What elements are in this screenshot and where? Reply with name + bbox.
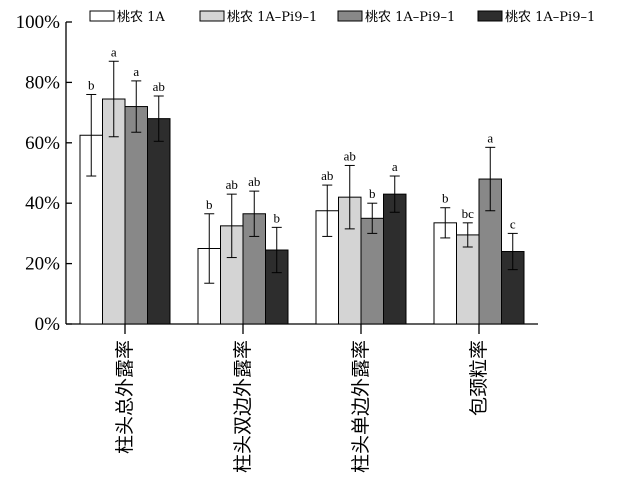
y-axis: 0% 20% 40% 60% 80% 100% xyxy=(16,12,72,335)
significance-letter: b xyxy=(274,210,281,225)
bar xyxy=(456,234,480,325)
legend-swatch xyxy=(337,10,363,22)
significance-letter: a xyxy=(392,159,398,174)
legend-swatch xyxy=(199,10,225,22)
legend-swatch xyxy=(477,10,503,22)
significance-letter: c xyxy=(510,216,516,231)
significance-letter: ab xyxy=(344,148,356,163)
legend-swatch xyxy=(89,10,115,22)
category-labels: 柱头总外露率 柱头双边外露率 柱头单边外露率 包颈粒率 xyxy=(114,340,490,473)
error-bars xyxy=(86,60,518,284)
y-tick-label: 80% xyxy=(25,72,60,93)
significance-letter: b xyxy=(206,197,213,212)
y-tick-label: 40% xyxy=(25,193,60,214)
bar xyxy=(124,106,148,325)
y-tick-label: 60% xyxy=(25,133,60,154)
legend-label: 桃农 1A–Pi9–1 xyxy=(505,10,595,25)
significance-letter: b xyxy=(442,191,449,206)
y-tick-label: 0% xyxy=(35,314,61,335)
significance-letter: a xyxy=(487,130,493,145)
bar xyxy=(147,118,171,325)
significance-letter: b xyxy=(88,77,95,92)
category-label: 包颈粒率 xyxy=(468,340,490,416)
significance-letter: a xyxy=(133,64,139,79)
legend: 桃农 1A 桃农 1A–Pi9–1 桃农 1A–Pi9–1 桃农 1A–Pi9–1 xyxy=(89,10,595,25)
category-label: 柱头单边外露率 xyxy=(350,340,372,473)
bar xyxy=(360,217,384,325)
significance-letter: ab xyxy=(248,174,260,189)
bar xyxy=(383,193,407,325)
significance-letter: a xyxy=(111,44,117,59)
significance-letter: bc xyxy=(462,206,475,221)
y-tick-label: 20% xyxy=(25,254,60,275)
category-label: 柱头双边外露率 xyxy=(232,340,254,473)
significance-letter: ab xyxy=(226,177,238,192)
category-label: 柱头总外露率 xyxy=(114,340,136,454)
y-tick-label: 100% xyxy=(16,12,61,33)
legend-label: 桃农 1A xyxy=(117,10,165,25)
bars xyxy=(79,98,525,325)
legend-label: 桃农 1A–Pi9–1 xyxy=(227,10,317,25)
significance-letter: b xyxy=(369,186,376,201)
significance-letter: ab xyxy=(321,168,333,183)
legend-label: 桃农 1A–Pi9–1 xyxy=(365,10,455,25)
x-axis xyxy=(66,323,538,334)
significance-letter: ab xyxy=(153,79,165,94)
